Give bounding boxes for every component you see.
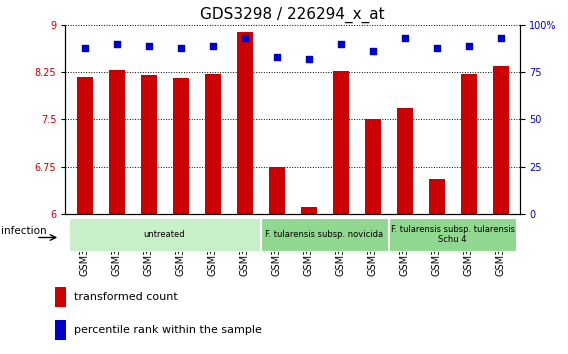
Bar [261,218,388,251]
Bar [108,70,124,214]
Bar [332,72,349,214]
Bar [69,218,260,251]
Point [368,48,377,54]
Bar [365,119,381,214]
Bar [236,32,253,214]
Point [304,56,313,62]
Point [272,54,281,60]
Point [176,45,185,50]
Bar [204,74,220,214]
Bar [300,207,316,214]
Bar [140,75,157,214]
Bar [173,78,189,214]
Point [400,35,409,41]
Point [144,43,153,48]
Bar [389,218,516,251]
Point [208,43,217,48]
Point [432,45,441,50]
Point [112,41,121,46]
Bar [428,179,445,214]
Bar [269,167,285,214]
Bar [55,320,66,340]
Text: untreated: untreated [144,230,185,239]
Text: infection: infection [1,226,47,236]
Point [80,45,89,50]
Bar [492,66,508,214]
Bar [396,108,412,214]
Bar [77,76,93,214]
Text: transformed count: transformed count [74,292,178,302]
Text: percentile rank within the sample: percentile rank within the sample [74,325,262,335]
Bar [461,74,477,214]
Point [464,43,473,48]
Point [240,35,249,41]
Point [496,35,505,41]
Title: GDS3298 / 226294_x_at: GDS3298 / 226294_x_at [200,7,385,23]
Text: F. tularensis subsp. novicida: F. tularensis subsp. novicida [265,230,383,239]
Point [336,41,345,46]
Text: F. tularensis subsp. tularensis
Schu 4: F. tularensis subsp. tularensis Schu 4 [391,225,515,244]
Bar [55,287,66,307]
